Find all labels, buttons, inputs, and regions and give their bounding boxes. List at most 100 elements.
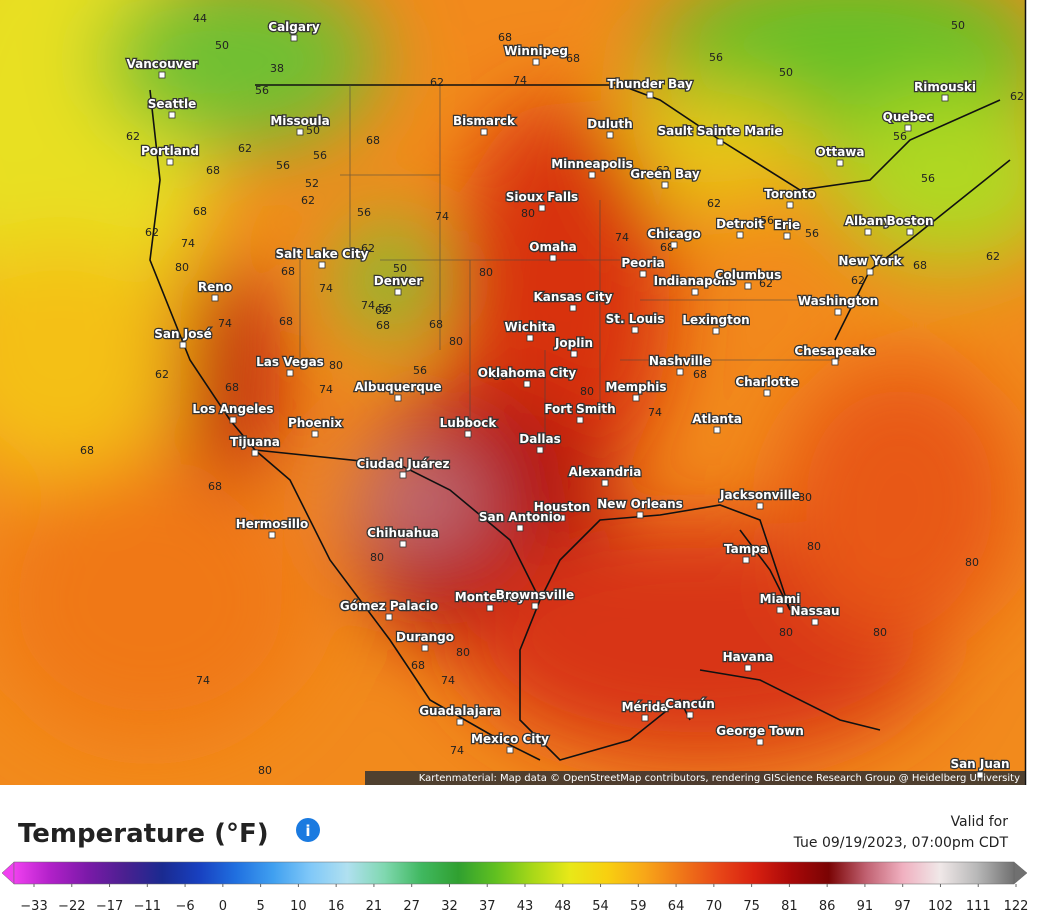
contour-label: 62 — [238, 142, 252, 155]
city-label: Albuquerque — [355, 380, 442, 394]
city-label: Charlotte — [735, 375, 798, 389]
contour-label: 68 — [279, 315, 293, 328]
colorbar-tick-label: 54 — [592, 899, 609, 911]
info-icon[interactable] — [296, 818, 320, 842]
city-label: Miami — [760, 592, 801, 606]
city-label: Winnipeg — [504, 44, 568, 58]
city-dot — [716, 138, 724, 146]
contour-label: 80 — [580, 385, 594, 398]
city-label: St. Louis — [606, 312, 665, 326]
city-dot — [588, 171, 596, 179]
contour-label: 62 — [361, 242, 375, 255]
city-dot — [941, 94, 949, 102]
city-dot — [399, 540, 407, 548]
city-dot — [776, 606, 784, 614]
city-label: Mexico City — [471, 732, 549, 746]
city-dot — [811, 618, 819, 626]
colorbar-tick-label: −17 — [96, 899, 123, 911]
contour-label: 80 — [807, 540, 821, 553]
city-dot — [516, 524, 524, 532]
colorbar-tick-label: 0 — [219, 899, 227, 911]
city-dot — [158, 71, 166, 79]
city-label: Rimouski — [914, 80, 976, 94]
city-label: Chesapeake — [794, 344, 875, 358]
contour-label: 50 — [951, 19, 965, 32]
city-dot — [864, 228, 872, 236]
contour-label: 38 — [270, 62, 284, 75]
city-label: San Juan — [950, 757, 1009, 771]
borders — [149, 84, 1011, 761]
colorbar-tick-label: −6 — [175, 899, 194, 911]
contour-label: 68 — [566, 52, 580, 65]
city-dot — [906, 228, 914, 236]
colorbar-tick-label: 5 — [256, 899, 264, 911]
city-label: Joplin — [554, 336, 593, 350]
city-dot — [712, 327, 720, 335]
city-dot — [558, 514, 566, 522]
colorbar-tick-label: 10 — [290, 899, 307, 911]
contour-label: 56 — [357, 206, 371, 219]
city-dot — [670, 241, 678, 249]
city-label: Durango — [396, 630, 454, 644]
city-label: Ottawa — [816, 145, 865, 159]
contour-label: 68 — [208, 480, 222, 493]
city-label: Seattle — [148, 97, 197, 111]
city-label: New Orleans — [597, 497, 683, 511]
colorbar-body — [13, 861, 1015, 885]
city-label: Portland — [141, 144, 199, 158]
city-label: Alexandria — [569, 465, 642, 479]
state-lines — [299, 85, 840, 450]
city-dot — [268, 531, 276, 539]
city-dot — [676, 368, 684, 376]
city-dot — [641, 714, 649, 722]
contour-label: 62 — [851, 274, 865, 287]
city-label: Houston — [534, 500, 591, 514]
city-label: Bismarck — [453, 114, 516, 128]
contour-label: 44 — [193, 12, 207, 25]
city-label: Tijuana — [230, 435, 280, 449]
city-label: Wichita — [505, 320, 556, 334]
map-background — [0, 0, 1025, 785]
city-dot — [531, 602, 539, 610]
city-dot — [576, 416, 584, 424]
contour-label: 62 — [430, 76, 444, 89]
city-label: San José — [154, 327, 211, 341]
contour-label: 50 — [393, 262, 407, 275]
city-dot — [756, 502, 764, 510]
city-label: Dallas — [519, 432, 561, 446]
colorbar-tick-label: 91 — [857, 899, 874, 911]
city-label: Jacksonville — [719, 488, 800, 502]
city-label: Oklahoma City — [478, 366, 577, 380]
city-label: Sault Sainte Marie — [658, 124, 783, 138]
city-label: Guadalajara — [419, 704, 501, 718]
contour-label: 56 — [893, 130, 907, 143]
city-label: Toronto — [764, 187, 816, 201]
city-label: George Town — [716, 724, 804, 738]
contour-label: 50 — [779, 66, 793, 79]
city-dot — [385, 613, 393, 621]
contour-label: 80 — [798, 491, 812, 504]
city-label: Mérida — [622, 700, 669, 714]
contour-label: 52 — [305, 177, 319, 190]
city-dot — [646, 91, 654, 99]
city-label: Duluth — [587, 117, 632, 131]
colorbar-tick-label: 81 — [781, 899, 798, 911]
city-label: Sioux Falls — [506, 190, 578, 204]
contour-label: 68 — [281, 265, 295, 278]
city-label: Monterrey — [455, 590, 526, 604]
contour-label: 62 — [986, 250, 1000, 263]
colorbar-tick-label: 32 — [441, 899, 458, 911]
city-dot — [744, 664, 752, 672]
colorbar-tick-label: 48 — [554, 899, 571, 911]
city-label: Missoula — [270, 114, 329, 128]
contour-label: 74 — [181, 237, 195, 250]
city-dot — [523, 380, 531, 388]
city-dot — [211, 294, 219, 302]
colorbar-tick-label: 111 — [966, 899, 991, 911]
city-dot — [831, 358, 839, 366]
contour-label: 68 — [80, 444, 94, 457]
city-label: Havana — [723, 650, 774, 664]
colorbar: −33 −22 −17 −11 −6 0 5 10 16 21 27 32 37 43 48 54 59 64 70… — [1, 861, 1028, 911]
city-dot — [290, 34, 298, 42]
contour-label: 56 — [760, 214, 774, 227]
